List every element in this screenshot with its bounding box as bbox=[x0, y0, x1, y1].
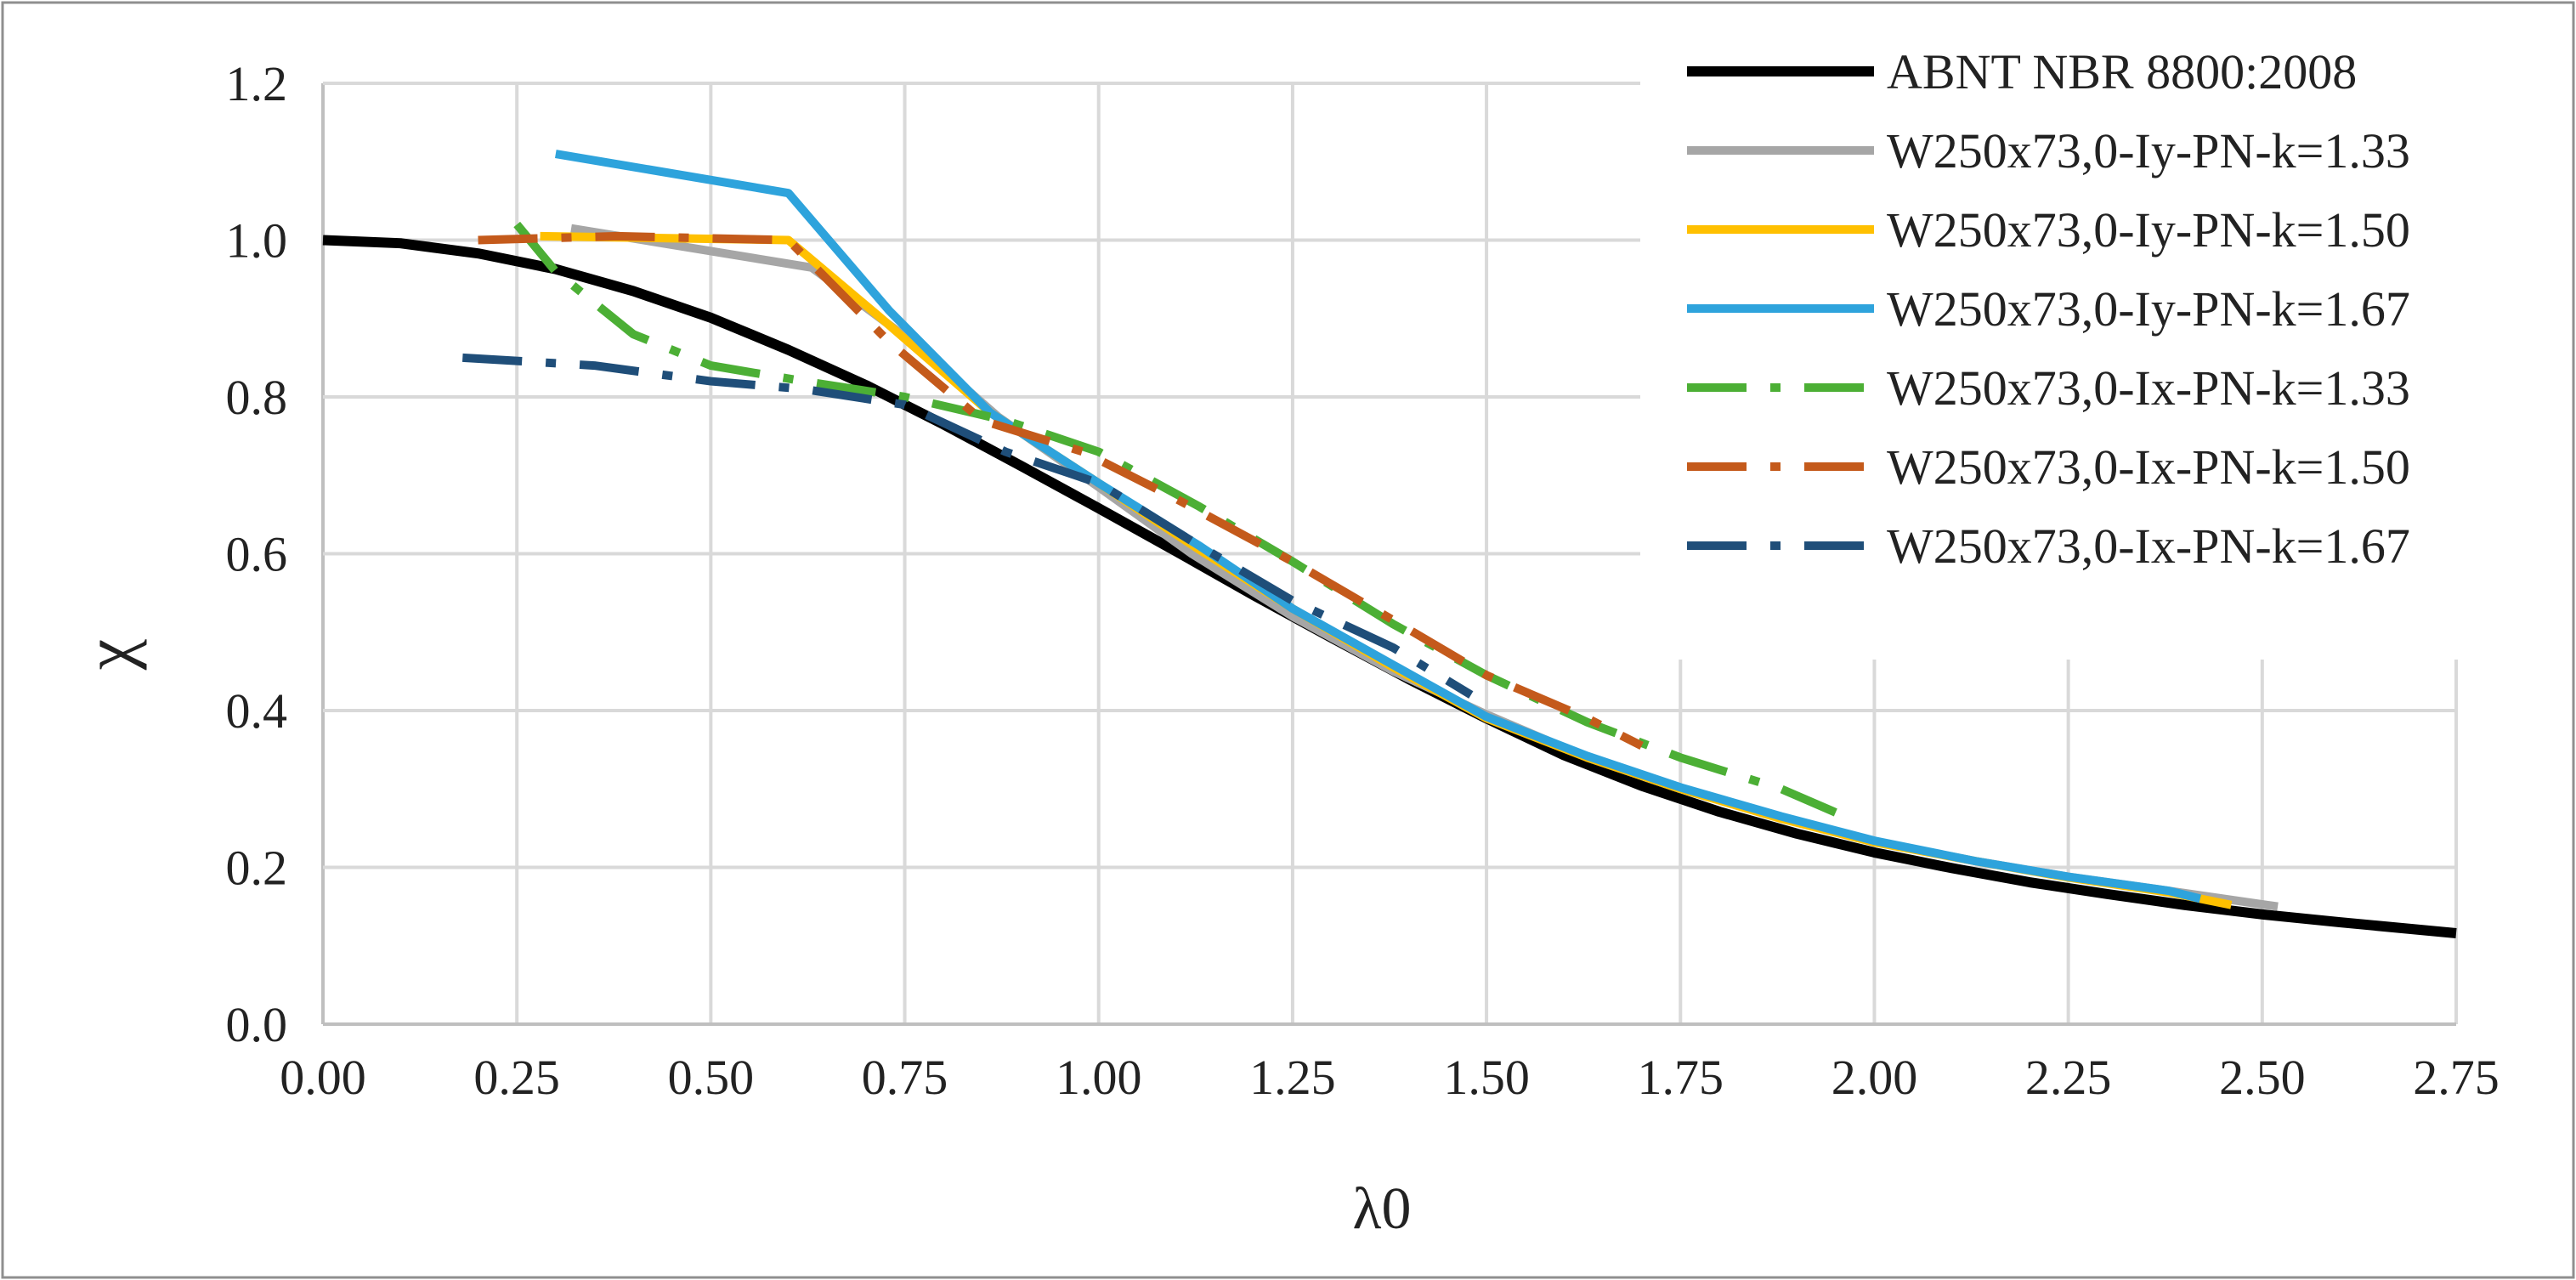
series-line-7 bbox=[461, 353, 1474, 699]
series-layer bbox=[322, 150, 2457, 938]
x-tick-label: 2.25 bbox=[2025, 1050, 2112, 1105]
legend-label-5: W250x73,0-Ix-PN-k=1.33 bbox=[1887, 360, 2410, 416]
legend: ABNT NBR 8800:2008 W250x73,0-Iy-PN-k=1.33… bbox=[1640, 31, 2524, 660]
x-tick-label: 2.50 bbox=[2219, 1050, 2306, 1105]
legend-label-7: W250x73,0-Ix-PN-k=1.67 bbox=[1887, 518, 2410, 574]
x-tick-label: 1.25 bbox=[1249, 1050, 1336, 1105]
x-tick-label: 0.25 bbox=[473, 1050, 560, 1105]
y-axis-title: χ bbox=[70, 638, 147, 671]
y-tick-label: 0.8 bbox=[226, 370, 288, 425]
y-tick-label: 0.4 bbox=[226, 683, 288, 739]
series-line-6 bbox=[478, 231, 1644, 750]
y-tick-label: 0.2 bbox=[226, 841, 288, 896]
tick-layer: 0.00 0.25 0.50 0.75 1.00 1.25 1.50 1.75 2.00 2.25… bbox=[226, 56, 2500, 1105]
x-tick-label: 0.00 bbox=[280, 1050, 366, 1105]
legend-label-3: W250x73,0-Iy-PN-k=1.50 bbox=[1887, 202, 2410, 258]
y-tick-label: 1.0 bbox=[226, 213, 288, 269]
y-tick-label: 1.2 bbox=[226, 56, 288, 111]
x-tick-label: 0.50 bbox=[668, 1050, 755, 1105]
x-tick-label: 1.50 bbox=[1443, 1050, 1530, 1105]
legend-background bbox=[1640, 31, 2524, 660]
x-axis-title: λ0 bbox=[1353, 1176, 1412, 1242]
x-tick-label: 2.75 bbox=[2413, 1050, 2500, 1105]
legend-label-1: ABNT NBR 8800:2008 bbox=[1887, 44, 2357, 99]
x-tick-label: 1.75 bbox=[1638, 1050, 1724, 1105]
x-tick-label: 2.00 bbox=[1832, 1050, 1918, 1105]
y-tick-label: 0.0 bbox=[226, 997, 288, 1052]
y-tick-label: 0.6 bbox=[226, 527, 288, 582]
series-line-4 bbox=[554, 150, 2202, 903]
legend-label-6: W250x73,0-Ix-PN-k=1.50 bbox=[1887, 439, 2410, 495]
legend-label-2: W250x73,0-Iy-PN-k=1.33 bbox=[1887, 123, 2410, 178]
legend-label-4: W250x73,0-Iy-PN-k=1.67 bbox=[1887, 281, 2410, 337]
x-tick-label: 1.00 bbox=[1056, 1050, 1142, 1105]
series-line-5 bbox=[513, 221, 1837, 817]
x-tick-label: 0.75 bbox=[862, 1050, 948, 1105]
